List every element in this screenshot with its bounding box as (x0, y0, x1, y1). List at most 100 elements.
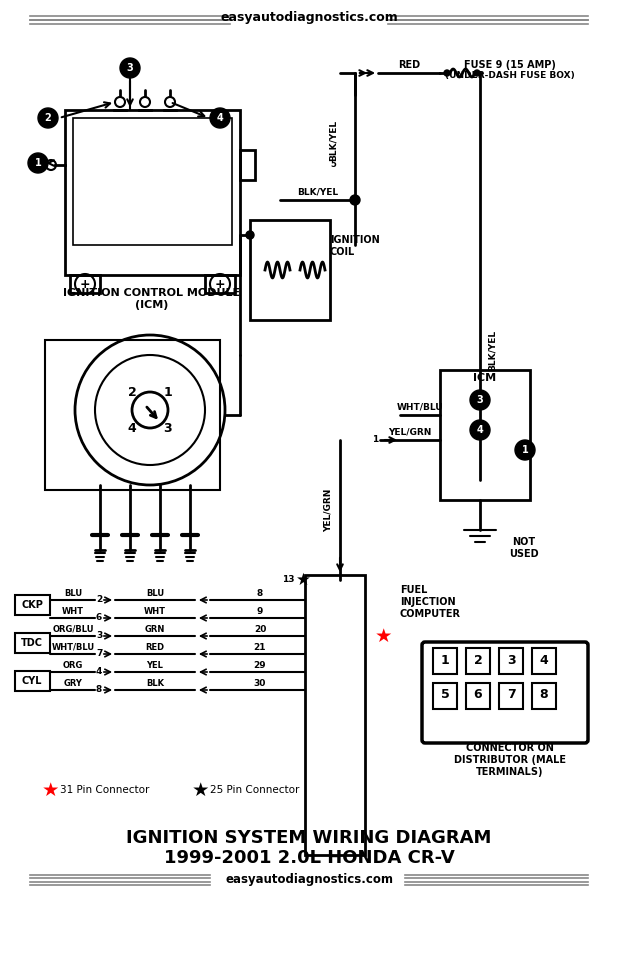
Text: IGNITION SYSTEM WIRING DIAGRAM: IGNITION SYSTEM WIRING DIAGRAM (126, 829, 492, 847)
Text: NOT
USED: NOT USED (509, 537, 539, 559)
Circle shape (38, 108, 58, 128)
Text: +: + (214, 277, 226, 290)
Text: 1999-2001 2.0L HONDA CR-V: 1999-2001 2.0L HONDA CR-V (164, 849, 454, 867)
Text: YEL/GRN: YEL/GRN (388, 427, 432, 436)
Text: IGNITION CONTROL MODULE: IGNITION CONTROL MODULE (64, 288, 240, 298)
Text: 4: 4 (217, 113, 223, 123)
Text: BLK/YEL: BLK/YEL (297, 187, 339, 197)
Bar (15, 633, 50, 653)
Text: 29: 29 (253, 661, 266, 669)
Text: CYL: CYL (22, 676, 42, 686)
Text: 3: 3 (507, 654, 515, 666)
Text: COIL: COIL (330, 247, 355, 257)
Bar (15, 595, 50, 615)
Text: 3: 3 (164, 421, 172, 434)
Text: YEL: YEL (146, 661, 163, 669)
Circle shape (120, 58, 140, 78)
Text: 1: 1 (372, 435, 378, 445)
Bar (499, 683, 523, 709)
Text: 2: 2 (96, 596, 102, 605)
Text: 3: 3 (127, 63, 133, 73)
Text: 7: 7 (96, 650, 103, 659)
Text: BLK/YEL: BLK/YEL (329, 120, 337, 161)
Text: 3: 3 (476, 395, 483, 405)
Bar (433, 683, 457, 709)
Text: +: + (80, 277, 90, 290)
Circle shape (474, 70, 480, 76)
Bar (433, 648, 457, 674)
Text: 6: 6 (96, 613, 102, 622)
Text: (ICM): (ICM) (135, 300, 169, 310)
Text: WHT/BLU: WHT/BLU (397, 403, 443, 412)
Text: easyautodiagnostics.com: easyautodiagnostics.com (225, 873, 393, 887)
Circle shape (515, 440, 535, 460)
Text: ★: ★ (375, 626, 392, 646)
Text: RED: RED (145, 643, 164, 652)
Text: 9: 9 (257, 607, 263, 615)
Text: CONNECTOR ON: CONNECTOR ON (466, 743, 554, 753)
Text: 31 Pin Connector: 31 Pin Connector (60, 785, 150, 795)
Circle shape (28, 153, 48, 173)
Bar (499, 648, 523, 674)
Text: 4: 4 (540, 654, 548, 666)
Text: 1: 1 (441, 654, 449, 666)
Text: IGNITION: IGNITION (330, 235, 379, 245)
Circle shape (444, 70, 450, 76)
Text: BLU: BLU (146, 589, 164, 598)
Text: CKP: CKP (21, 600, 43, 610)
Circle shape (246, 231, 254, 239)
Text: easyautodiagnostics.com: easyautodiagnostics.com (220, 12, 398, 24)
Text: 6: 6 (473, 689, 482, 702)
Bar (466, 683, 490, 709)
Text: BLK: BLK (146, 678, 164, 688)
Text: RED: RED (398, 60, 420, 70)
Text: DISTRIBUTOR (MALE: DISTRIBUTOR (MALE (454, 755, 566, 765)
Text: 8: 8 (257, 589, 263, 598)
Text: WHT: WHT (62, 607, 84, 615)
Text: 2: 2 (44, 113, 51, 123)
Text: WHT: WHT (144, 607, 166, 615)
Text: 25 Pin Connector: 25 Pin Connector (210, 785, 299, 795)
Bar (532, 683, 556, 709)
Text: COMPUTER: COMPUTER (400, 609, 461, 619)
Text: 5: 5 (330, 161, 336, 170)
Text: BLK/YEL: BLK/YEL (488, 329, 496, 370)
Text: 4: 4 (476, 425, 483, 435)
Bar (466, 648, 490, 674)
Text: 21: 21 (254, 643, 266, 652)
Text: 1: 1 (35, 158, 41, 168)
Text: 1: 1 (164, 385, 172, 399)
Text: WHT/BLU: WHT/BLU (51, 643, 95, 652)
Text: 3: 3 (96, 631, 102, 641)
Text: 8: 8 (540, 689, 548, 702)
Text: 1: 1 (522, 445, 528, 455)
Bar (532, 648, 556, 674)
Text: 13: 13 (282, 575, 295, 584)
Circle shape (210, 108, 230, 128)
Text: 20: 20 (254, 624, 266, 633)
Text: ★: ★ (41, 780, 59, 800)
Circle shape (470, 420, 490, 440)
Text: BLU: BLU (64, 589, 82, 598)
Text: 8: 8 (96, 685, 102, 695)
Text: (UNDER-DASH FUSE BOX): (UNDER-DASH FUSE BOX) (445, 72, 575, 80)
Text: GRN: GRN (145, 624, 165, 633)
Text: ★: ★ (295, 571, 310, 589)
Circle shape (350, 195, 360, 205)
Text: 7: 7 (507, 689, 515, 702)
Text: TDC: TDC (21, 638, 43, 648)
Text: 5: 5 (441, 689, 449, 702)
Text: ICM: ICM (473, 373, 496, 383)
Text: FUSE 9 (15 AMP): FUSE 9 (15 AMP) (464, 60, 556, 70)
Text: GRY: GRY (64, 678, 82, 688)
Text: 4: 4 (128, 421, 137, 434)
Text: ORG/BLU: ORG/BLU (53, 624, 94, 633)
Bar (15, 671, 50, 691)
Text: INJECTION: INJECTION (400, 597, 455, 607)
Circle shape (470, 390, 490, 410)
Text: FUEL: FUEL (400, 585, 428, 595)
Text: ★: ★ (191, 780, 209, 800)
Text: TERMINALS): TERMINALS) (476, 767, 544, 777)
Text: 2: 2 (128, 385, 137, 399)
Text: 2: 2 (473, 654, 483, 666)
